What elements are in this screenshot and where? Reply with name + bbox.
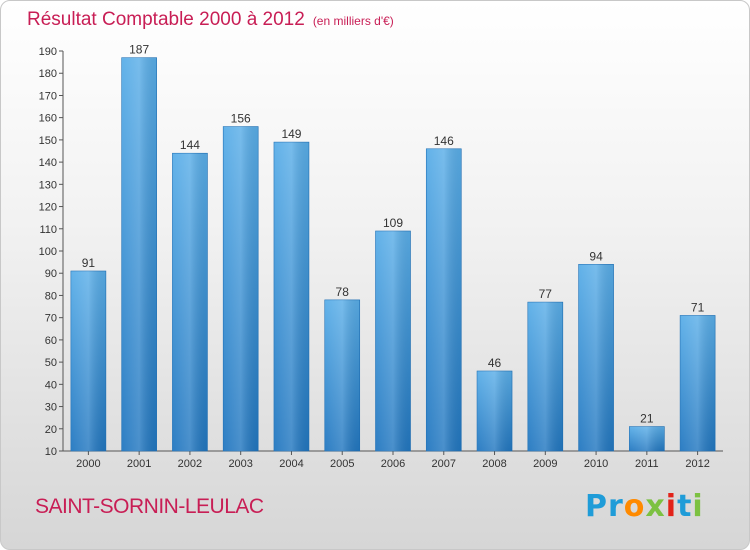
x-tick-label: 2004 <box>279 458 303 470</box>
chart-title: Résultat Comptable 2000 à 2012 (en millie… <box>27 9 394 31</box>
data-label: 156 <box>231 112 251 126</box>
y-tick-label: 80 <box>45 290 57 302</box>
y-tick-label: 30 <box>45 402 57 414</box>
x-tick-label: 2001 <box>127 458 151 470</box>
bar-shine <box>223 126 259 452</box>
y-tick-label: 10 <box>45 446 57 458</box>
data-label: 149 <box>281 127 301 141</box>
bar-shine <box>629 426 665 451</box>
x-tick-label: 2007 <box>432 458 456 470</box>
proxiti-logo: Proxiti <box>585 489 704 524</box>
data-label: 94 <box>589 249 603 263</box>
y-tick-label: 90 <box>45 268 57 280</box>
y-tick-label: 140 <box>39 157 57 169</box>
data-label: 144 <box>180 138 200 152</box>
y-tick-label: 180 <box>39 68 57 80</box>
chart-title-text: Résultat Comptable 2000 à 2012 <box>27 9 305 30</box>
x-tick-label: 2000 <box>76 458 100 470</box>
y-tick-label: 100 <box>39 246 57 258</box>
commune-name: SAINT-SORNIN-LEULAC <box>35 495 264 518</box>
data-label: 78 <box>336 285 350 299</box>
y-tick-label: 150 <box>39 135 57 147</box>
y-tick-label: 40 <box>45 379 57 391</box>
x-tick-label: 2008 <box>482 458 506 470</box>
bar-shine <box>172 153 208 451</box>
bar-shine <box>527 302 563 451</box>
y-tick-label: 60 <box>45 335 57 347</box>
bar-shine <box>426 148 462 451</box>
bar-shine <box>273 142 309 451</box>
bar-shine <box>477 371 513 451</box>
data-label: 21 <box>640 412 654 426</box>
bar-shine <box>680 315 716 451</box>
bar-shine <box>121 57 157 452</box>
x-tick-label: 2003 <box>228 458 252 470</box>
x-tick-label: 2006 <box>381 458 405 470</box>
y-tick-label: 130 <box>39 179 57 191</box>
data-label: 91 <box>82 256 96 270</box>
x-tick-label: 2011 <box>635 458 659 470</box>
bar-shine <box>578 264 614 451</box>
chart-subtitle: (en milliers d'€) <box>312 14 394 28</box>
y-tick-label: 120 <box>39 202 57 214</box>
data-label: 71 <box>691 300 705 314</box>
data-label: 146 <box>434 134 454 148</box>
x-tick-label: 2005 <box>330 458 354 470</box>
bar-shine <box>70 271 106 451</box>
bar-shine <box>324 299 360 451</box>
x-tick-label: 2002 <box>178 458 202 470</box>
data-label: 77 <box>539 287 553 301</box>
y-tick-label: 50 <box>45 357 57 369</box>
y-tick-label: 70 <box>45 313 57 325</box>
y-tick-label: 110 <box>39 224 57 236</box>
x-tick-label: 2009 <box>533 458 557 470</box>
x-tick-label: 2010 <box>584 458 608 470</box>
x-tick-label: 2012 <box>685 458 709 470</box>
bar-shine <box>375 231 411 451</box>
y-tick-label: 160 <box>39 113 57 125</box>
data-label: 46 <box>488 356 502 370</box>
data-label: 187 <box>129 43 149 57</box>
y-tick-label: 20 <box>45 424 57 436</box>
data-label: 109 <box>383 216 403 230</box>
y-tick-label: 170 <box>39 90 57 102</box>
y-tick-label: 190 <box>39 46 57 58</box>
